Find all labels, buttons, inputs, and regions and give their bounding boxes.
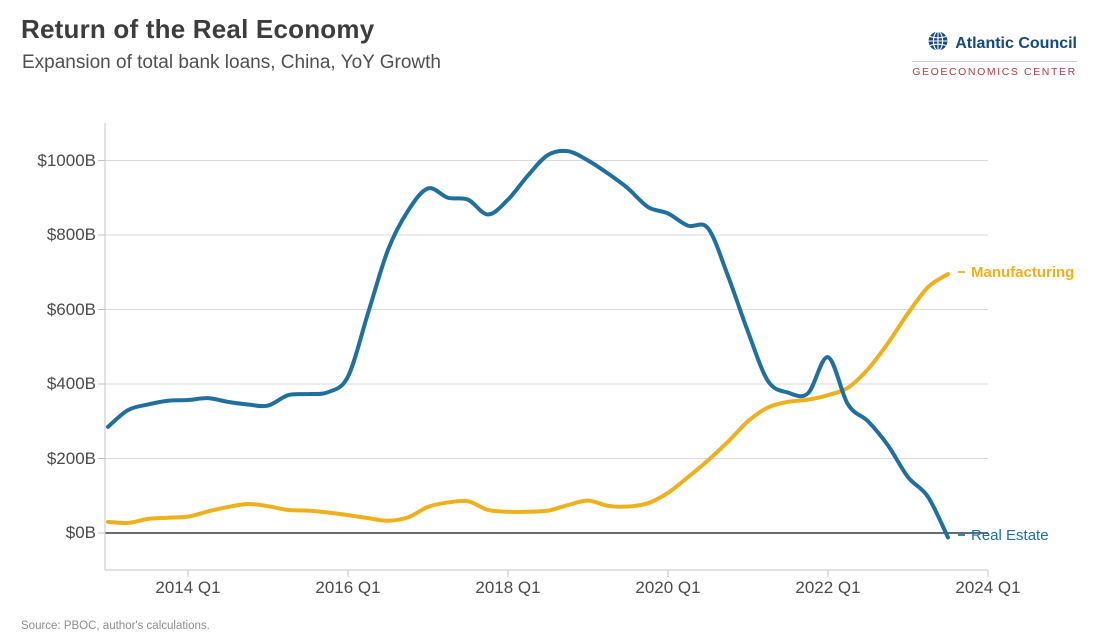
x-axis-label: 2020 Q1 [635, 578, 701, 597]
manufacturing-label: Manufacturing [958, 264, 1074, 281]
real-estate-line [106, 148, 950, 540]
y-axis-label: $400B [46, 374, 96, 393]
x-axis-label: 2022 Q1 [795, 578, 861, 597]
y-axis-label: $600B [46, 299, 96, 319]
page-subtitle: Expansion of total bank loans, China, Yo… [22, 52, 441, 73]
y-axis-label: $1000B [37, 150, 96, 170]
x-axis-label: 2018 Q1 [475, 578, 541, 597]
logo-center-name: GEOECONOMICS CENTER [912, 66, 1077, 78]
y-axis-label: $200B [46, 448, 96, 468]
page-title: Return of the Real Economy [21, 14, 375, 44]
y-axis-label: $0B [65, 523, 96, 542]
logo-divider [912, 61, 1077, 62]
y-axis-label: $800B [46, 225, 96, 244]
logo-org-name: Atlantic Council [955, 34, 1077, 52]
x-axis-label: 2024 Q1 [955, 578, 1021, 597]
real-estate-label: Real Estate [958, 527, 1049, 544]
x-axis-label: 2014 Q1 [155, 578, 221, 597]
x-axis-label: 2016 Q1 [315, 578, 381, 597]
atlantic-council-logo: Atlantic Council GEOECONOMICS CENTER [912, 30, 1077, 78]
globe-icon [927, 30, 949, 57]
manufacturing-line [106, 272, 950, 526]
source-note: Source: PBOC, author's calculations. [21, 620, 210, 632]
